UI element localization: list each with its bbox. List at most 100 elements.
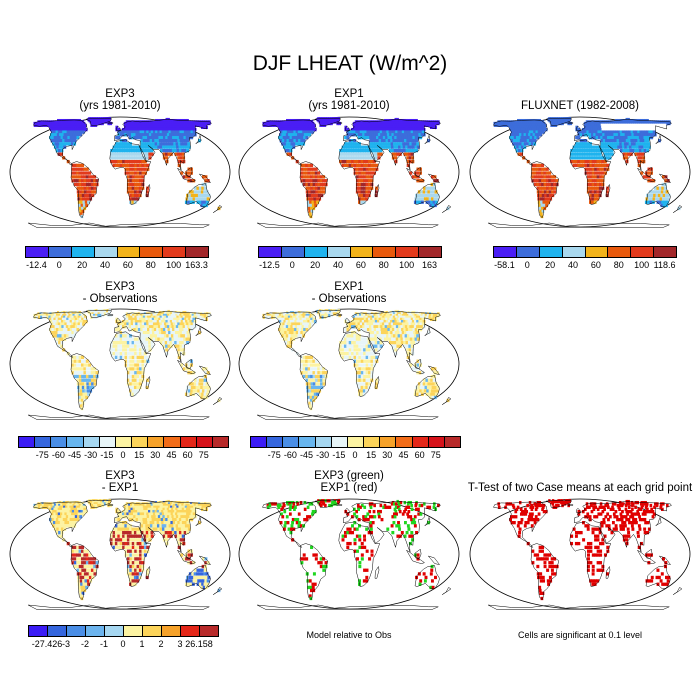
coastline-eurasia (113, 501, 212, 553)
world-map-exp3-bias (9, 308, 231, 420)
colorbar-cell (28, 625, 48, 637)
coastline-madagascar (145, 375, 151, 389)
coastline-africa (569, 521, 612, 587)
colorbar-cell (34, 436, 52, 448)
colorbar-tick-label: -3 (61, 639, 71, 649)
colorbar-cell (18, 436, 36, 448)
panel-title: T-Test of two Case means at each grid po… (467, 482, 693, 494)
coastline-uk (116, 507, 122, 514)
coastline-madagascar (374, 183, 380, 197)
colorbar-tick-label: 100 (634, 260, 650, 270)
coastline-nz (212, 587, 223, 595)
coastline-namerica (262, 119, 317, 166)
colorbar-tick-label: 75 (430, 450, 441, 460)
colorbar-tick-label: -27.426 (31, 639, 63, 649)
colorbar-cell (66, 436, 84, 448)
colorbar-tick-label: 60 (122, 260, 133, 270)
coastline-newguinea (658, 173, 672, 183)
gridded-field (33, 309, 221, 411)
colorbar-cell (250, 436, 268, 448)
coastline-greenland (85, 118, 113, 126)
coastline-samerica (299, 161, 329, 219)
coastline-japan (424, 326, 431, 337)
colorbar-cell (98, 436, 116, 448)
colorbar-tick-label: 0 (56, 260, 62, 270)
coastline-indonesia (406, 359, 426, 374)
colorbar-cell (653, 246, 677, 258)
colorbar-tick-label: -2 (80, 639, 90, 649)
colorbar-cell (47, 246, 72, 258)
colorbar-cell (349, 246, 374, 258)
colorbar-tick-label: 60 (414, 450, 425, 460)
colorbar-tick-label: 0 (524, 260, 530, 270)
colorbar-cell (561, 246, 586, 258)
colorbar-tick-label: 0 (289, 260, 295, 270)
note-significance: Cells are significant at 0.1 level (517, 630, 643, 640)
colorbar-cell (185, 246, 209, 258)
colorbar-tick-label: 163 (422, 260, 438, 270)
coastline-greenland (85, 310, 113, 318)
coastline-uk (345, 507, 351, 514)
colorbar-cell (139, 246, 164, 258)
coastline-australia (185, 375, 211, 400)
coastline-indonesia (177, 167, 197, 182)
coastline-iceland (106, 314, 114, 316)
coastline-madagascar (374, 565, 380, 579)
colorbar-tick-label: -12.5 (259, 260, 280, 270)
colorbar-cell (114, 436, 133, 448)
colorbar-tick-label: 15 (366, 450, 377, 460)
coastline-namerica (262, 311, 317, 358)
coastline-africa (338, 521, 381, 587)
colorbar-cell (104, 625, 124, 637)
coastline-nz (672, 587, 683, 595)
colorbar-tick-label: -30 (84, 450, 98, 460)
colorbar-cell (630, 246, 655, 258)
colorbar-tick-label: -60 (51, 450, 65, 460)
colorbar-tick-label: 0 (120, 639, 126, 649)
panel-title: FLUXNET (1982-2008) (520, 100, 640, 112)
legend-exp1-red: EXP1 (red) (320, 482, 378, 494)
colorbar-cell (493, 246, 517, 258)
colorbar-cell (82, 436, 100, 448)
colorbar-tick-label: -15 (332, 450, 346, 460)
note-model-relative: Model relative to Obs (306, 630, 392, 640)
coastline-greenland (545, 118, 573, 126)
coastline-eurasia (342, 119, 441, 171)
coastline-greenland (545, 500, 573, 508)
gridded-field (33, 499, 221, 601)
coastline-newguinea (198, 555, 212, 565)
colorbar-cell (584, 246, 609, 258)
coastline-australia (185, 183, 211, 208)
colorbar-cell (282, 436, 300, 448)
colorbar-tick-label: 20 (310, 260, 321, 270)
coastline-newguinea (198, 365, 212, 375)
coastline-samerica (70, 161, 100, 219)
world-map-exp3-minus-exp1 (9, 498, 231, 610)
colorbar-cell (211, 436, 229, 448)
world-map-exp1-bias (238, 308, 460, 420)
colorbar-cell (123, 625, 143, 637)
colorbar-cell (147, 436, 165, 448)
coastline-samerica (530, 161, 560, 219)
colorbar-cell (162, 246, 187, 258)
coastline-eurasia (113, 119, 212, 171)
coastline-australia (185, 565, 211, 590)
colorbar-cell (258, 246, 282, 258)
colorbar-tick-label: 80 (145, 260, 156, 270)
colorbar-tick-label: 60 (355, 260, 366, 270)
colorbar-cell (330, 436, 348, 448)
coastline-australia (645, 183, 671, 208)
colorbar-cell (50, 436, 68, 448)
coastline-newguinea (427, 365, 441, 375)
coastline-antarctica (256, 414, 439, 420)
coastline-borneo (414, 358, 422, 370)
coastline-namerica (33, 311, 88, 358)
coastline-namerica (493, 501, 548, 548)
coastline-borneo (645, 548, 653, 560)
coastline-japan (424, 134, 431, 145)
coastline-newguinea (658, 555, 672, 565)
coastline-madagascar (145, 565, 151, 579)
colorbar-tick-label: 0 (120, 450, 126, 460)
colorbar-tick-label: 60 (182, 450, 193, 460)
coastline-japan (655, 134, 662, 145)
